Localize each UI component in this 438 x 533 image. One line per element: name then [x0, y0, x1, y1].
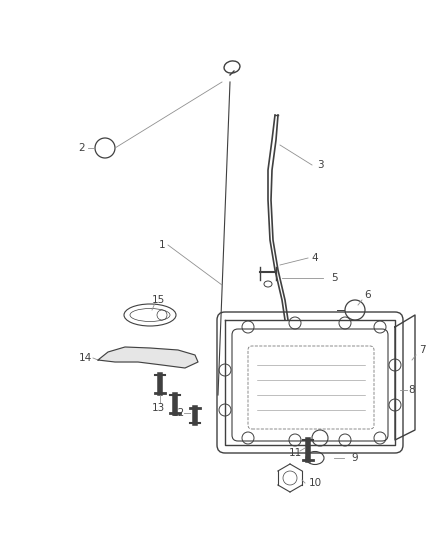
Polygon shape: [98, 347, 198, 368]
Text: 11: 11: [288, 448, 302, 458]
Text: 10: 10: [308, 478, 321, 488]
Text: 6: 6: [365, 290, 371, 300]
Text: 1: 1: [159, 240, 165, 250]
Text: 15: 15: [152, 295, 165, 305]
Text: 3: 3: [317, 160, 323, 170]
Text: 14: 14: [78, 353, 92, 363]
Text: 12: 12: [171, 408, 185, 418]
Text: 2: 2: [79, 143, 85, 153]
Text: 8: 8: [409, 385, 415, 395]
Text: 9: 9: [352, 453, 358, 463]
Text: 4: 4: [312, 253, 318, 263]
Text: 5: 5: [332, 273, 338, 283]
Text: 13: 13: [152, 403, 165, 413]
Text: 7: 7: [419, 345, 425, 355]
